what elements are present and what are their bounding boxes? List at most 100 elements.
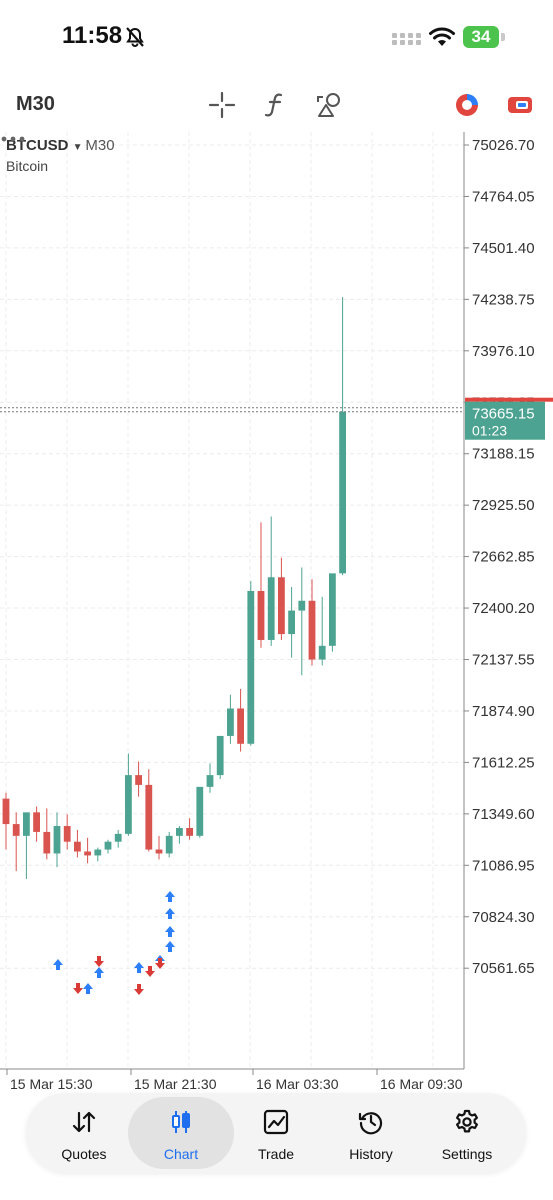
- candle-bear: [257, 590, 265, 640]
- price-label: 74764.05: [472, 188, 535, 205]
- battery-level: 34: [471, 27, 491, 46]
- candle-bull: [298, 600, 306, 611]
- candle-bear: [63, 826, 71, 842]
- price-label: 71874.90: [472, 703, 535, 720]
- more-icon[interactable]: [0, 132, 26, 146]
- buy-arrow-icon: [53, 959, 63, 970]
- price-label: 72925.50: [472, 497, 535, 514]
- status-bar: 11:58 34: [0, 0, 553, 76]
- buy-arrow-icon: [134, 962, 144, 973]
- candle-bull: [247, 590, 255, 744]
- time-label: 15 Mar 15:30: [10, 1076, 93, 1092]
- candle-bull: [196, 786, 204, 836]
- function-icon[interactable]: [261, 90, 291, 120]
- candle-bear: [12, 824, 20, 836]
- buy-arrow-icon: [165, 926, 175, 937]
- current-price-label: 73665.15: [472, 406, 535, 423]
- timeframe-button[interactable]: M30: [16, 93, 55, 115]
- candle-bear: [155, 849, 163, 854]
- objects-icon[interactable]: [315, 90, 345, 120]
- tab-chart-label: Chart: [163, 1146, 199, 1162]
- time-label: 16 Mar 03:30: [256, 1076, 339, 1092]
- sell-arrow-icon: [94, 956, 104, 967]
- candle-bull: [339, 411, 346, 574]
- candle-bull: [288, 610, 295, 635]
- current-price-marker: [465, 401, 545, 440]
- chart-toolbar: M30: [0, 80, 553, 130]
- tab-history[interactable]: History: [321, 1097, 421, 1169]
- tab-quotes[interactable]: Quotes: [34, 1097, 134, 1169]
- candle-bull: [104, 841, 112, 850]
- tab-settings[interactable]: Settings: [417, 1097, 517, 1169]
- chart-canvas[interactable]: 75026.70 74764.05 74501.40 74238.75 73976.10…: [0, 132, 553, 1097]
- price-label: 74238.75: [472, 291, 535, 308]
- price-label: 73188.15: [472, 446, 535, 463]
- candle-bull: [165, 835, 173, 854]
- candle-bull: [53, 826, 61, 854]
- silent-bell-icon: [126, 27, 144, 47]
- symbol-description: Bitcoin: [6, 158, 49, 174]
- candle-bull: [176, 828, 183, 836]
- price-label: 70824.30: [472, 909, 535, 926]
- trade-icon: [263, 1109, 289, 1135]
- candle-bull: [318, 645, 326, 660]
- tab-quotes-label: Quotes: [61, 1146, 107, 1162]
- wifi-icon: [429, 27, 455, 46]
- candle-bull: [329, 573, 336, 646]
- candle-bear: [43, 831, 51, 854]
- tab-history-label: History: [349, 1146, 393, 1162]
- buy-arrow-icon: [83, 983, 93, 994]
- candle-bull: [94, 849, 102, 856]
- buy-arrow-icon: [94, 967, 104, 978]
- tab-chart[interactable]: Chart: [128, 1097, 234, 1169]
- candle-bull: [216, 735, 224, 776]
- status-time: 11:58: [62, 22, 123, 49]
- price-label: 72400.20: [472, 600, 535, 617]
- sell-arrow-icon: [155, 958, 165, 969]
- sell-arrow-icon: [145, 966, 155, 977]
- candle-bear: [145, 784, 153, 850]
- signal-icon: [392, 33, 421, 45]
- candle-bull: [125, 775, 132, 834]
- tab-bar: Quotes Chart Trade History: [26, 1093, 526, 1173]
- buy-arrow-icon: [165, 891, 175, 902]
- candle-bear: [308, 600, 316, 660]
- candle-bull: [23, 812, 30, 836]
- candle-bear: [74, 841, 81, 852]
- candle-bear: [135, 775, 142, 785]
- tab-trade-label: Trade: [257, 1146, 295, 1162]
- indicator-toggle-icon[interactable]: [452, 90, 482, 120]
- price-chart[interactable]: 75026.70 74764.05 74501.40 74238.75 73976.10…: [0, 132, 553, 1097]
- price-label: 73976.10: [472, 343, 535, 360]
- time-label: 15 Mar 21:30: [134, 1076, 217, 1092]
- candle-bear: [278, 577, 285, 635]
- chart-candles-icon: [172, 1111, 190, 1133]
- price-label: 75026.70: [472, 137, 535, 154]
- candle-bull: [227, 708, 234, 736]
- battery-icon: 34: [463, 26, 507, 48]
- time-label: 16 Mar 09:30: [380, 1076, 463, 1092]
- candle-bear: [33, 812, 40, 832]
- price-label: 74501.40: [472, 240, 535, 257]
- price-label: 71349.60: [472, 806, 535, 823]
- candle-bear: [84, 851, 91, 856]
- crosshair-icon[interactable]: [207, 90, 237, 120]
- ask-price-marker: [465, 397, 553, 402]
- candle-bull: [114, 833, 122, 842]
- sell-arrow-icon: [73, 983, 83, 994]
- history-icon: [358, 1112, 383, 1135]
- price-label: 70561.65: [472, 960, 535, 977]
- price-label: 71086.95: [472, 857, 535, 874]
- buy-arrow-icon: [165, 908, 175, 919]
- candle-bull: [206, 775, 214, 787]
- quotes-icon: [72, 1111, 96, 1133]
- price-label: 72662.85: [472, 549, 535, 566]
- candle-bear: [186, 828, 193, 836]
- candle-bear: [2, 798, 10, 825]
- trade-toggle-icon[interactable]: [505, 90, 535, 120]
- tab-trade[interactable]: Trade: [226, 1097, 326, 1169]
- symbol-timeframe: M30: [85, 137, 115, 154]
- tab-settings-label: Settings: [441, 1146, 493, 1162]
- bar-countdown-label: 01:23: [472, 423, 507, 439]
- buy-arrow-icon: [165, 941, 175, 952]
